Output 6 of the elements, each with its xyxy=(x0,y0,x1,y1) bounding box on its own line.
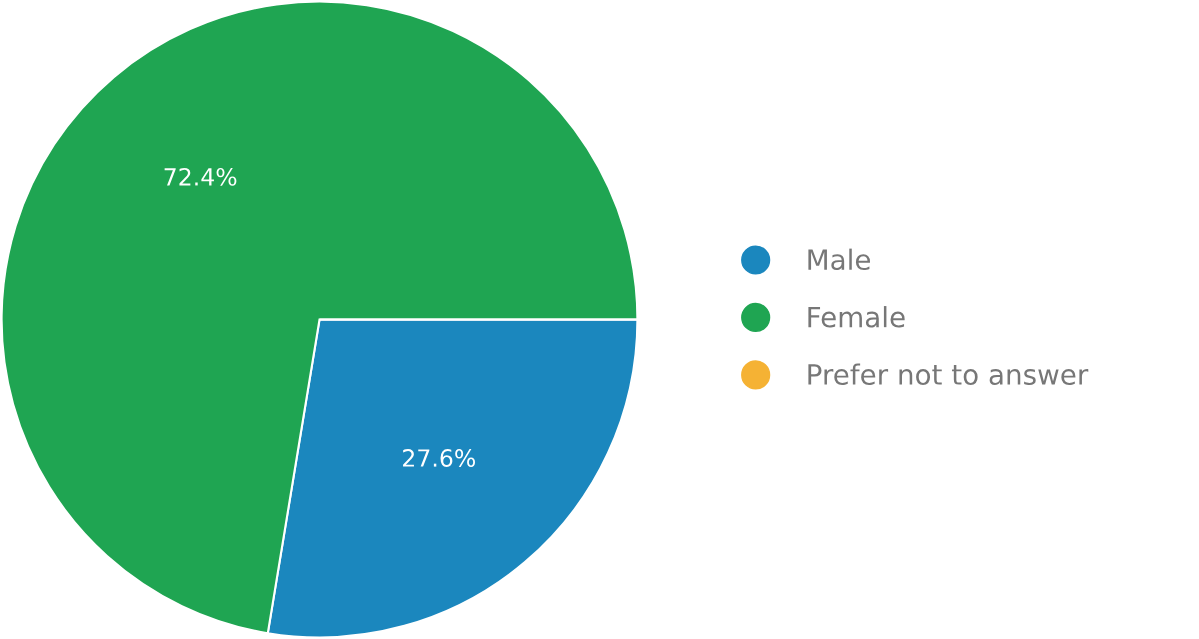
data-label: 72.4% xyxy=(164,167,237,186)
legend-label: Prefer not to answer xyxy=(808,363,1089,385)
data-label: 27.6% xyxy=(403,449,476,467)
legend-label: Female xyxy=(808,306,905,328)
legend-label: Male xyxy=(808,248,870,271)
pie-slice xyxy=(0,0,639,635)
